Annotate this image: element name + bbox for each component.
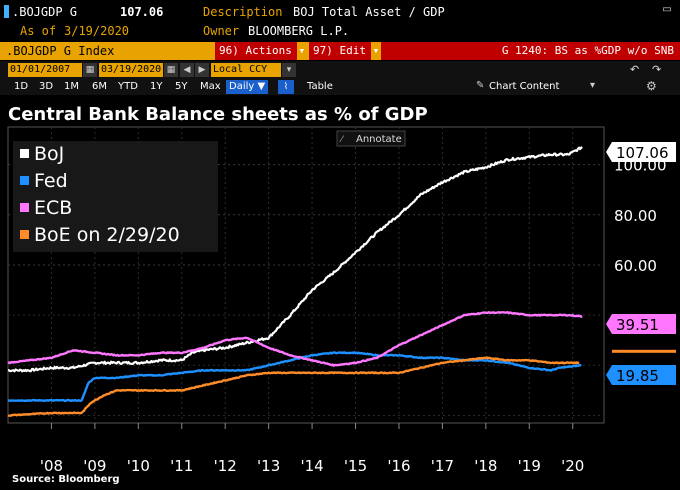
legend-swatch [20,203,29,212]
annotate-button[interactable]: ⁄ Annotate [336,130,406,147]
value-labels: 107.06 39.51 19.85 [606,142,676,385]
asof-value: 3/19/2020 [64,24,130,38]
undo-icon[interactable]: ↶ [630,63,640,76]
boe-last-marker [612,349,676,353]
x-tick-label: '12 [214,457,237,474]
end-date-field[interactable]: 03/19/2020 [99,63,163,77]
range-1d[interactable]: 1D [14,81,29,92]
fed-last-value-box [606,365,676,385]
start-date-field[interactable]: 01/01/2007 [8,63,82,77]
window-controls[interactable]: ▭ [662,4,672,15]
series-line-4 [7,356,580,417]
y-tick-label: 80.00 [614,207,657,225]
x-tick-label: '10 [127,457,150,474]
gear-icon[interactable]: ⚙ [646,79,657,93]
series-line-3 [7,311,583,367]
x-tick-label: '15 [344,457,367,474]
calendar-icon[interactable]: ▦ [83,63,97,77]
redo-icon[interactable]: ↷ [652,63,662,76]
ecb-last-value-box [606,314,676,334]
x-axis: '08 '09 '10 '11 '12 '13 '14 '15 '16 '17 '18 '19 '20 [40,423,584,474]
x-tick-label: '14 [300,457,323,474]
x-tick-label: '13 [257,457,280,474]
legend-label: ECB [34,197,72,219]
boj-last-value-box [606,142,676,162]
period-bar: 1D 3D 1M 6M YTD 1Y 5Y Max Daily ▼ ⌇ Tabl… [0,79,680,95]
legend-swatch [20,230,29,239]
range-6m[interactable]: 6M [92,81,107,92]
security-header: .BOJGDP G 107.06 Description BOJ Total A… [0,0,680,42]
legend-label: BoE on 2/29/20 [34,224,180,246]
y-tick-label: 60.00 [614,257,657,275]
description-label: Description [203,5,283,19]
ecb-last-value: 39.51 [616,316,659,334]
line-chart-icon[interactable]: ⌇ [278,80,294,94]
x-tick-label: '09 [83,457,106,474]
actions-button[interactable]: 96) Actions ▾ [215,42,305,60]
legend-label: Fed [34,170,68,192]
legend-swatch [20,149,29,158]
x-tick-label: '08 [40,457,63,474]
x-tick-label: '20 [561,457,584,474]
table-button[interactable]: Table [307,81,333,92]
chart-content-icon[interactable]: ✎ [476,80,485,91]
series-line-1 [7,146,583,373]
legend-box [13,141,218,252]
legend: BoJ Fed ECB BoE on 2/29/20 [13,141,218,252]
range-ytd[interactable]: YTD [118,81,138,92]
chevron-down-icon[interactable]: ▾ [282,63,296,77]
annotate-label: Annotate [356,134,402,145]
x-tick-label: '11 [170,457,193,474]
x-tick-label: '16 [387,457,410,474]
source-note: Source: Bloomberg [12,474,120,485]
x-tick-label: '18 [474,457,497,474]
arrow-right-icon[interactable]: ▶ [195,63,209,77]
arrow-left-icon[interactable]: ◀ [180,63,194,77]
asof-label: As of [20,24,57,38]
range-5y[interactable]: 5Y [175,81,188,92]
owner-label: Owner [203,24,240,38]
ticker-marker [4,5,9,18]
legend-swatch [20,176,29,185]
calendar-icon[interactable]: ▦ [164,63,178,77]
series-layer [7,146,583,417]
period-select[interactable]: Daily ▼ [226,80,269,94]
range-3d[interactable]: 3D [39,81,54,92]
owner-value: BLOOMBERG L.P. [248,24,350,38]
ticker-label: .BOJGDP G [12,5,78,19]
series-line-2 [7,351,582,403]
security-toolbar: .BOJGDP G Index 96) Actions ▾ 97) Edit ▾… [0,42,680,60]
range-max[interactable]: Max [200,81,221,92]
balance-sheet-chart: Central Bank Balance sheets as % of GDP … [7,104,676,474]
x-tick-label: '17 [431,457,454,474]
edit-button[interactable]: 97) Edit ▾ [309,42,379,60]
annotate-icon: ⁄ [339,135,345,145]
range-1m[interactable]: 1M [64,81,79,92]
boj-last-value: 107.06 [616,144,669,162]
currency-select[interactable]: Local CCY [211,63,281,77]
index-label[interactable]: .BOJGDP G Index [6,44,115,58]
chart-content-button[interactable]: Chart Content [489,81,560,92]
x-tick-label: '19 [518,457,541,474]
date-range-bar: 01/01/2007 ▦ 03/19/2020 ▦ ◀ ▶ Local CCY … [0,61,680,79]
range-1y[interactable]: 1Y [150,81,163,92]
legend-label: BoJ [34,143,64,165]
page-title-button[interactable]: G 1240: BS as %GDP w/o SNB [381,42,680,60]
ticker-value: 107.06 [120,5,164,19]
fed-last-value: 19.85 [616,367,659,385]
chart-title: Central Bank Balance sheets as % of GDP [8,104,428,125]
description-value: BOJ Total Asset / GDP [293,5,445,19]
chevron-down-icon[interactable]: ▾ [590,80,596,91]
